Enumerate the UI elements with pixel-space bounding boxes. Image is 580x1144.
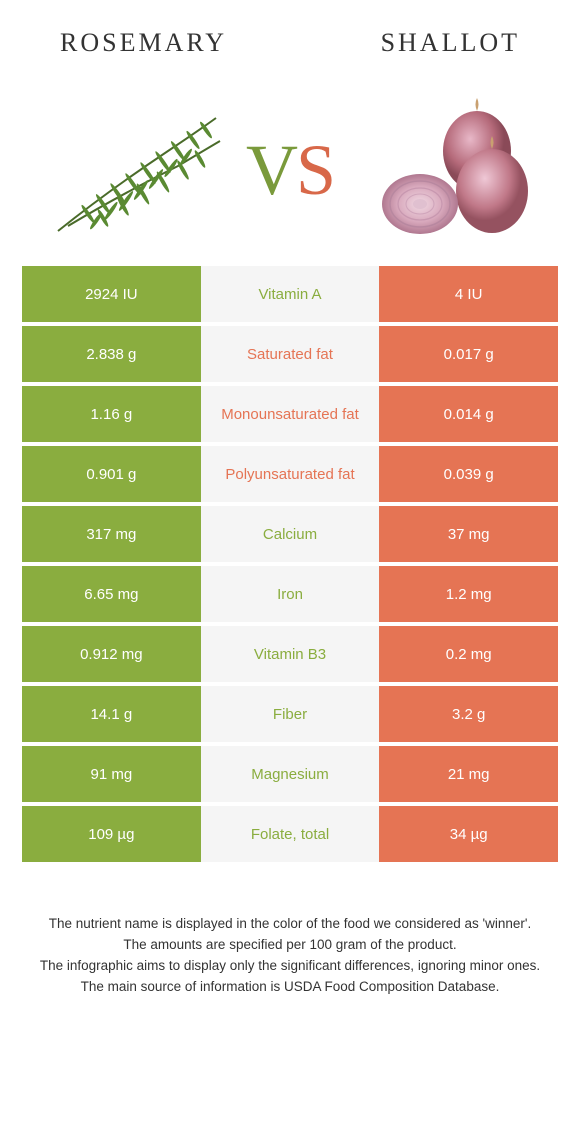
left-value: 91 mg (22, 746, 201, 802)
left-value: 2.838 g (22, 326, 201, 382)
shallot-image (352, 96, 532, 246)
table-row: 6.65 mgIron1.2 mg (22, 566, 558, 622)
nutrient-table: 2924 IUVitamin A4 IU2.838 gSaturated fat… (0, 258, 580, 862)
nutrient-name: Monounsaturated fat (201, 386, 380, 442)
table-row: 2924 IUVitamin A4 IU (22, 266, 558, 322)
right-value: 21 mg (379, 746, 558, 802)
right-value: 0.014 g (379, 386, 558, 442)
footer-notes: The nutrient name is displayed in the co… (0, 866, 580, 998)
nutrient-name: Polyunsaturated fat (201, 446, 380, 502)
right-value: 0.017 g (379, 326, 558, 382)
right-value: 34 µg (379, 806, 558, 862)
table-row: 317 mgCalcium37 mg (22, 506, 558, 562)
right-value: 1.2 mg (379, 566, 558, 622)
table-row: 0.912 mgVitamin B30.2 mg (22, 626, 558, 682)
title-row: ROSEMARY SHALLOT (0, 0, 580, 58)
table-row: 91 mgMagnesium21 mg (22, 746, 558, 802)
hero-row: VS (0, 58, 580, 258)
right-value: 0.039 g (379, 446, 558, 502)
vs-s: S (296, 130, 334, 210)
footer-line: The infographic aims to display only the… (30, 956, 550, 977)
footer-line: The amounts are specified per 100 gram o… (30, 935, 550, 956)
nutrient-name: Magnesium (201, 746, 380, 802)
vs-v: V (246, 130, 296, 210)
nutrient-name: Vitamin B3 (201, 626, 380, 682)
left-food-title: ROSEMARY (60, 28, 227, 58)
nutrient-name: Fiber (201, 686, 380, 742)
left-value: 1.16 g (22, 386, 201, 442)
nutrient-name: Vitamin A (201, 266, 380, 322)
right-value: 3.2 g (379, 686, 558, 742)
right-food-title: SHALLOT (381, 28, 520, 58)
left-value: 0.912 mg (22, 626, 201, 682)
nutrient-name: Saturated fat (201, 326, 380, 382)
left-value: 317 mg (22, 506, 201, 562)
right-value: 0.2 mg (379, 626, 558, 682)
nutrient-name: Folate, total (201, 806, 380, 862)
left-value: 2924 IU (22, 266, 201, 322)
vs-label: VS (246, 129, 334, 212)
footer-line: The nutrient name is displayed in the co… (30, 914, 550, 935)
table-row: 14.1 gFiber3.2 g (22, 686, 558, 742)
left-value: 0.901 g (22, 446, 201, 502)
nutrient-name: Iron (201, 566, 380, 622)
rosemary-image (48, 96, 228, 246)
left-value: 14.1 g (22, 686, 201, 742)
left-value: 6.65 mg (22, 566, 201, 622)
nutrient-name: Calcium (201, 506, 380, 562)
right-value: 37 mg (379, 506, 558, 562)
table-row: 0.901 gPolyunsaturated fat0.039 g (22, 446, 558, 502)
table-row: 1.16 gMonounsaturated fat0.014 g (22, 386, 558, 442)
left-value: 109 µg (22, 806, 201, 862)
table-row: 109 µgFolate, total34 µg (22, 806, 558, 862)
footer-line: The main source of information is USDA F… (30, 977, 550, 998)
table-row: 2.838 gSaturated fat0.017 g (22, 326, 558, 382)
right-value: 4 IU (379, 266, 558, 322)
